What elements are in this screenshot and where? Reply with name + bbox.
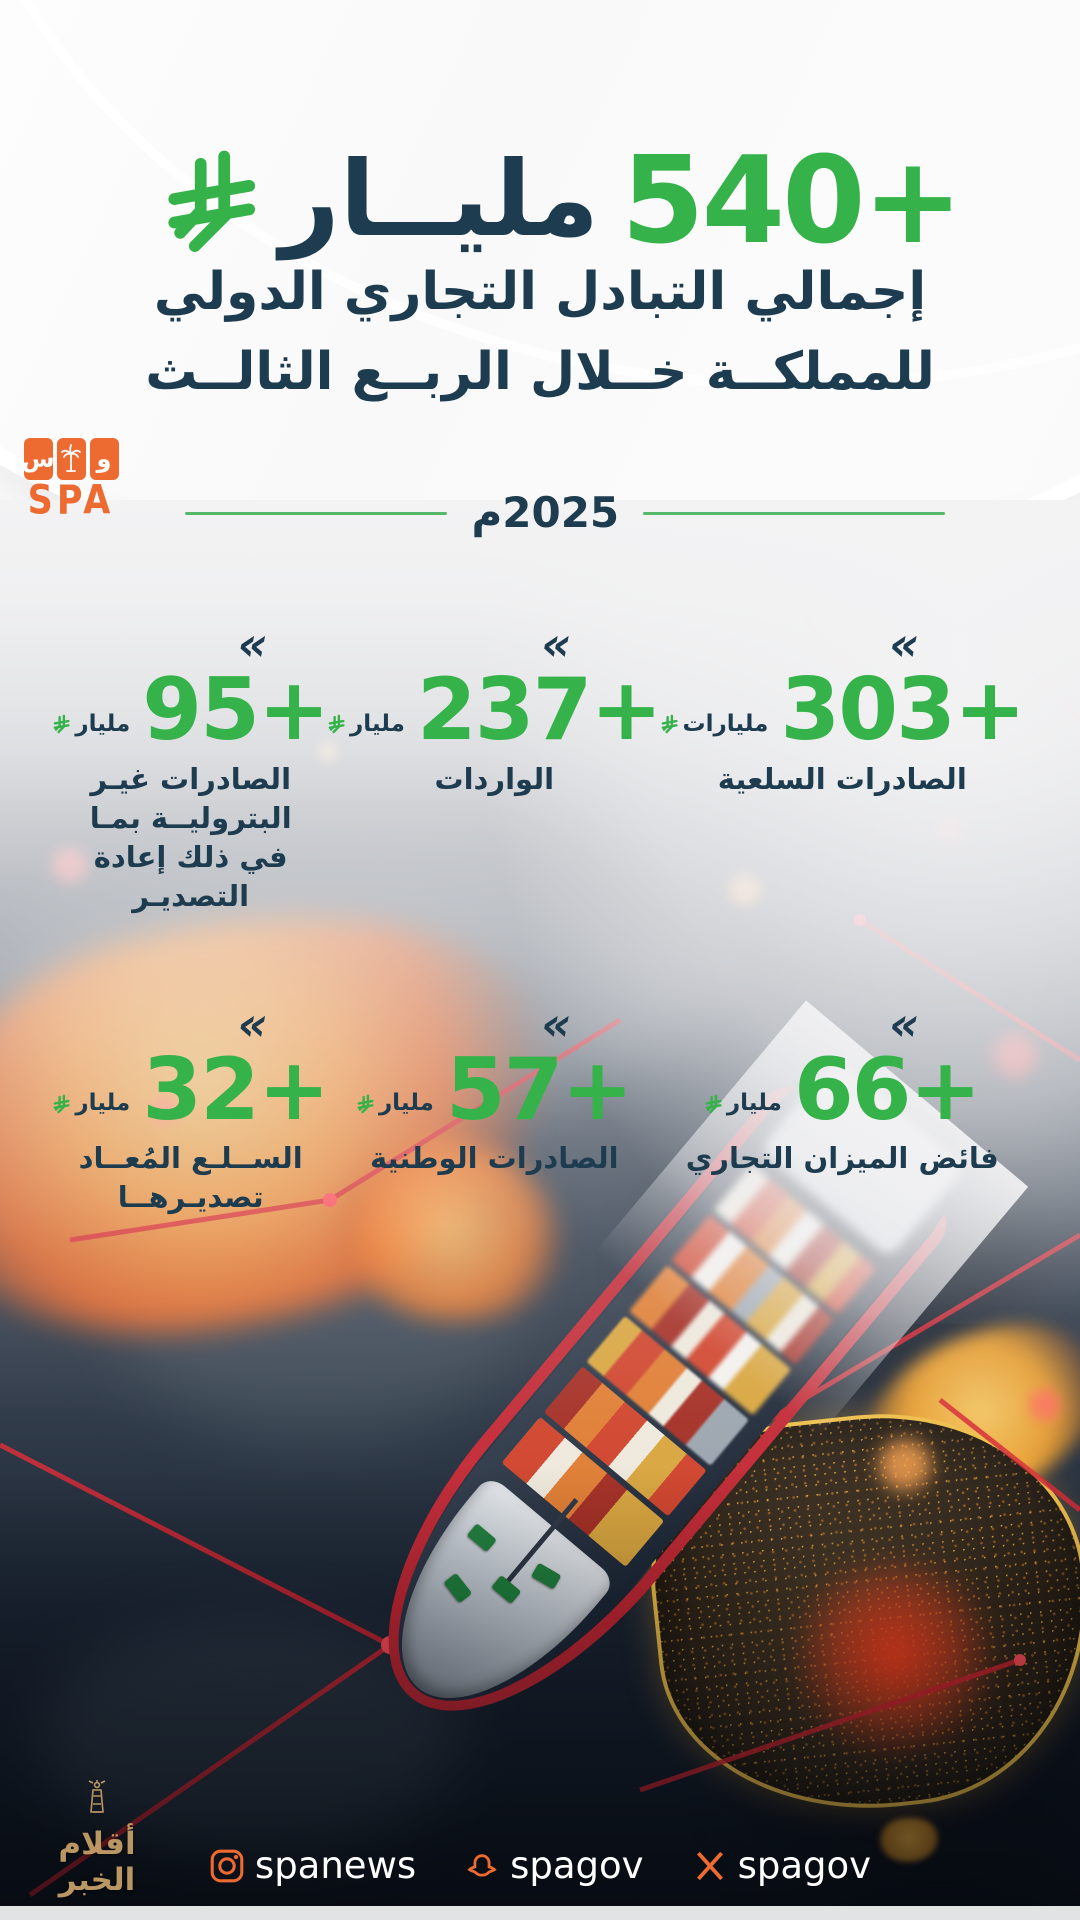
subtitle: إجمالي التبادل التجاري الدولي للمملكــة … (0, 252, 1080, 412)
subtitle-line2: للمملكــة خــلال الربــع الثالــث (145, 342, 935, 402)
chevron-icon: « (889, 617, 920, 671)
watermark-line1: أقلام (58, 1826, 136, 1862)
saudi-riyal-icon (328, 714, 345, 734)
stat-number: 32 + (142, 1039, 330, 1140)
x-icon (696, 1851, 723, 1880)
stat-unit: مليار (726, 1090, 782, 1117)
bottom-vignette (0, 500, 1080, 1920)
background-photo (0, 500, 1080, 1920)
chevron-icon: « (889, 996, 920, 1051)
stat-commodity-exports: « مليارات 303 + الصادرات السلعية (661, 617, 1026, 916)
lighthouse-icon (88, 1780, 106, 1813)
stat-national-exports: « مليار 57 + الصادرات الوطنية (328, 996, 661, 1218)
stat-label: الســلـع المُعــاد تصديـرهــا (78, 1141, 303, 1215)
watermark-line2: الخبر (58, 1862, 136, 1898)
saudi-riyal-icon (54, 714, 70, 734)
social-handle: spagov (510, 1844, 644, 1887)
stat-number: 95 + (142, 660, 330, 760)
social-snapchat[interactable]: spagov (464, 1844, 644, 1887)
stat-unit: مليار (378, 1090, 434, 1117)
stat-re-exported-goods: « مليار 32 + الســلـع المُعــاد تصديـرهــ… (53, 996, 330, 1218)
stat-label: الواردات (434, 761, 555, 796)
chevron-icon: « (541, 617, 572, 671)
instagram-icon (210, 1849, 244, 1882)
stat-imports: « مليار 237 + الواردات (328, 617, 663, 916)
saudi-riyal-icon (168, 150, 255, 252)
chevron-icon: « (237, 617, 268, 671)
aqlam-alkhabar-watermark: أقلام الخبر (32, 1780, 162, 1898)
chevron-icon: « (237, 996, 268, 1051)
stat-number: 57 + (445, 1039, 634, 1140)
saudi-riyal-icon (357, 1094, 374, 1114)
stat-unit: مليار (75, 710, 131, 737)
bottom-strip (0, 1906, 1080, 1920)
chevron-icon: « (541, 996, 572, 1051)
social-bar: spanews spagov spagov (0, 1847, 1080, 1884)
stat-label: الصادرات السلعية (717, 761, 967, 796)
stat-non-oil-exports: « مليار 95 + الصادرات غيـر البتروليــة بم… (53, 617, 330, 916)
snapchat-icon (467, 1853, 497, 1877)
stat-label: الصادرات الوطنية (369, 1141, 619, 1176)
stat-label: الصادرات غيـر البتروليــة بمـا في ذلك إعا… (89, 761, 292, 913)
stat-number: 303 + (780, 660, 1026, 760)
stat-number: 66 + (793, 1039, 982, 1140)
social-instagram[interactable]: spanews (209, 1847, 416, 1884)
subtitle-line1: إجمالي التبادل التجاري الدولي (153, 262, 927, 322)
year-label: 2025م (471, 488, 620, 537)
stat-number: 237 + (416, 660, 663, 760)
spa-tile-seen: س (21, 438, 55, 480)
spa-arabic-wordmark: س و (21, 438, 120, 480)
year-divider: 2025م (185, 492, 945, 534)
stat-unit: مليارات (682, 710, 769, 737)
stat-unit: مليار (350, 710, 405, 737)
social-x[interactable]: spagov (692, 1847, 871, 1884)
spa-tile-waw: و (89, 438, 119, 480)
spa-logo: س و SPA (21, 438, 120, 524)
headline-word: مليــار (279, 138, 600, 260)
headline: مليــار 540 + (22, 142, 1080, 262)
social-handle: spanews (254, 1844, 417, 1887)
spa-latin-wordmark: SPA (27, 477, 115, 524)
stats-grid: « مليارات 303 + الصادرات السلعية « مليار … (54, 617, 1026, 1218)
saudi-riyal-icon (54, 1094, 70, 1114)
divider-line (643, 511, 945, 515)
divider-line (185, 511, 448, 515)
stat-unit: مليار (75, 1090, 131, 1117)
saudi-riyal-icon (661, 714, 678, 734)
stat-trade-balance-surplus: « مليار 66 + فائض الميزان التجاري (661, 996, 1024, 1218)
saudi-riyal-icon (705, 1094, 722, 1114)
headline-number: 540 + (621, 132, 963, 271)
stat-label: فائض الميزان التجاري (685, 1141, 999, 1176)
social-handle: spagov (737, 1844, 872, 1887)
palm-tree-icon (56, 438, 86, 480)
